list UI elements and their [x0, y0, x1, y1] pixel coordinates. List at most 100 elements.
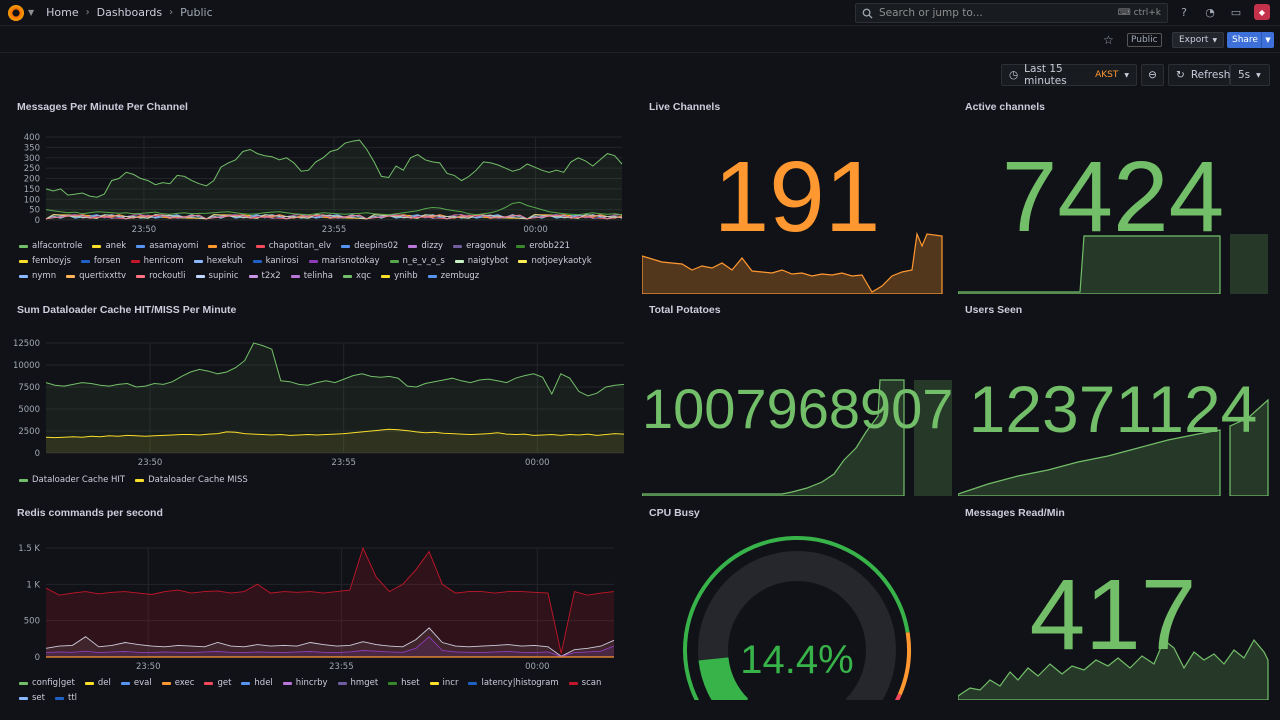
- zoom-out-button[interactable]: ⊖: [1141, 64, 1164, 86]
- legend-item[interactable]: config|get: [19, 677, 75, 689]
- legend-swatch: [241, 681, 251, 685]
- x-tick-label: 23:55: [331, 458, 356, 468]
- legend-item[interactable]: zembugz: [427, 270, 479, 282]
- legend-item[interactable]: kanirosi: [252, 255, 299, 267]
- legend-item[interactable]: marisnotokay: [308, 255, 380, 267]
- panel-title-dataloader: Sum Dataloader Cache HIT/MISS Per Minute: [17, 304, 237, 316]
- user-avatar-icon[interactable]: ◆: [1254, 4, 1270, 20]
- legend-item[interactable]: rockoutli: [136, 270, 186, 282]
- sparkline-total-potatoes: [642, 379, 952, 496]
- legend-label: eragonuk: [466, 241, 507, 251]
- live-channels-sparkline-area: [642, 231, 943, 294]
- stat-messages-read-value: 417: [1029, 559, 1197, 671]
- time-range-picker[interactable]: ◷ Last 15 minutes AKST ▼: [1001, 63, 1137, 87]
- legend-swatch: [290, 274, 300, 278]
- legend-item[interactable]: naigtybot: [454, 255, 508, 267]
- legend-swatch: [19, 478, 28, 482]
- breadcrumb-home[interactable]: Home: [46, 6, 79, 19]
- legend-item[interactable]: telinha: [290, 270, 333, 282]
- legend-item[interactable]: latency|histogram: [468, 677, 559, 689]
- refresh-interval-picker[interactable]: 5s ▼: [1230, 64, 1270, 86]
- legend-item[interactable]: exec: [161, 677, 194, 689]
- legend-item[interactable]: scan: [568, 677, 601, 689]
- legend-item[interactable]: eval: [120, 677, 152, 689]
- legend-swatch: [389, 259, 399, 263]
- rss-icon[interactable]: ◔: [1205, 5, 1215, 19]
- x-tick-label: 23:55: [329, 662, 354, 672]
- legend-item[interactable]: del: [84, 677, 111, 689]
- y-tick-label: 0: [35, 449, 40, 459]
- x-tick-label: 23:50: [132, 225, 157, 235]
- legend-item[interactable]: anek: [92, 240, 126, 252]
- legend-item[interactable]: asamayomi: [136, 240, 198, 252]
- legend-item[interactable]: hexekuh: [193, 255, 243, 267]
- sparkline-users-seen: [958, 398, 1269, 496]
- y-tick-label: 5000: [18, 405, 40, 415]
- search-input[interactable]: Search or jump to... ⌨ ctrl+k: [855, 3, 1168, 23]
- help-icon[interactable]: ?: [1181, 5, 1187, 19]
- legend-label: rockoutli: [149, 271, 186, 281]
- legend-item[interactable]: quertixxttv: [66, 270, 126, 282]
- legend-item[interactable]: hset: [388, 677, 420, 689]
- legend-item[interactable]: chapotitan_elv: [255, 240, 331, 252]
- x-tick-label: 23:50: [138, 458, 163, 468]
- share-label: Share: [1232, 35, 1258, 45]
- legend-swatch: [518, 259, 528, 263]
- legend-item[interactable]: nymn: [19, 270, 56, 282]
- legend-item[interactable]: hdel: [241, 677, 273, 689]
- legend-label: atrioc: [221, 241, 246, 251]
- legend-item[interactable]: notjoeykaotyk: [518, 255, 592, 267]
- legend-swatch: [568, 681, 578, 685]
- legend-item[interactable]: erobb221: [516, 240, 570, 252]
- legend-item[interactable]: ynihb: [381, 270, 418, 282]
- dashboard-toolbar: ☆ Public Export ▼ Share ▼: [0, 27, 1280, 53]
- legend-item[interactable]: alfacontrole: [19, 240, 82, 252]
- legend-swatch: [337, 681, 347, 685]
- share-dropdown-button[interactable]: ▼: [1261, 32, 1274, 48]
- top-right-icons: ? ◔ ▭ ◆: [1176, 4, 1270, 20]
- refresh-button[interactable]: ↻ Refresh: [1168, 64, 1230, 86]
- legend-item[interactable]: eragonuk: [453, 240, 506, 252]
- legend-item[interactable]: get: [204, 677, 231, 689]
- star-icon[interactable]: ☆: [1103, 33, 1114, 47]
- legend-item[interactable]: n_e_v_o_s: [389, 255, 445, 267]
- legend-label: femboyjs: [32, 256, 71, 266]
- n-e-v-o-s-series-line: [45, 201, 623, 216]
- legend-item[interactable]: ttl: [55, 692, 77, 704]
- monitor-icon[interactable]: ▭: [1230, 5, 1242, 19]
- grafana-logo-icon[interactable]: [8, 4, 24, 21]
- y-tick-label: 250: [24, 164, 40, 174]
- legend-item[interactable]: femboyjs: [19, 255, 71, 267]
- legend-item[interactable]: henricom: [130, 255, 184, 267]
- legend-item[interactable]: atrioc: [208, 240, 246, 252]
- legend-swatch: [341, 244, 351, 248]
- legend-swatch: [204, 681, 214, 685]
- legend-swatch: [80, 259, 90, 263]
- share-button[interactable]: Share: [1227, 32, 1263, 48]
- legend-item[interactable]: supinic: [195, 270, 239, 282]
- x-tick-label: 00:00: [523, 225, 548, 235]
- legend-item[interactable]: Dataloader Cache HIT: [19, 474, 125, 486]
- panel-title-users-seen: Users Seen: [965, 304, 1023, 316]
- legend-item[interactable]: hmget: [337, 677, 378, 689]
- time-range-label: Last 15 minutes: [1024, 63, 1067, 87]
- legend-item[interactable]: incr: [429, 677, 459, 689]
- legend-item[interactable]: set: [19, 692, 45, 704]
- search-shortcut-text: ctrl+k: [1133, 8, 1161, 18]
- legend-item[interactable]: dizzy: [408, 240, 443, 252]
- legend-label: incr: [442, 678, 459, 688]
- legend-item[interactable]: hincrby: [282, 677, 328, 689]
- legend-item[interactable]: t2x2: [248, 270, 281, 282]
- legend-item[interactable]: deepins02: [341, 240, 398, 252]
- legend-item[interactable]: xqc: [342, 270, 371, 282]
- minor-series-line: [45, 214, 623, 220]
- legend-item[interactable]: Dataloader Cache MISS: [135, 474, 248, 486]
- legend-label: alfacontrole: [32, 241, 83, 251]
- legend-item[interactable]: forsen: [80, 255, 121, 267]
- chevron-down-icon[interactable]: ▼: [28, 8, 35, 17]
- breadcrumb-dashboards[interactable]: Dashboards: [96, 6, 163, 19]
- gauge-cpu-busy-value: 14.4%: [740, 638, 854, 682]
- legend-swatch: [66, 274, 76, 278]
- legend-swatch: [342, 274, 352, 278]
- export-button[interactable]: Export ▼: [1172, 32, 1225, 48]
